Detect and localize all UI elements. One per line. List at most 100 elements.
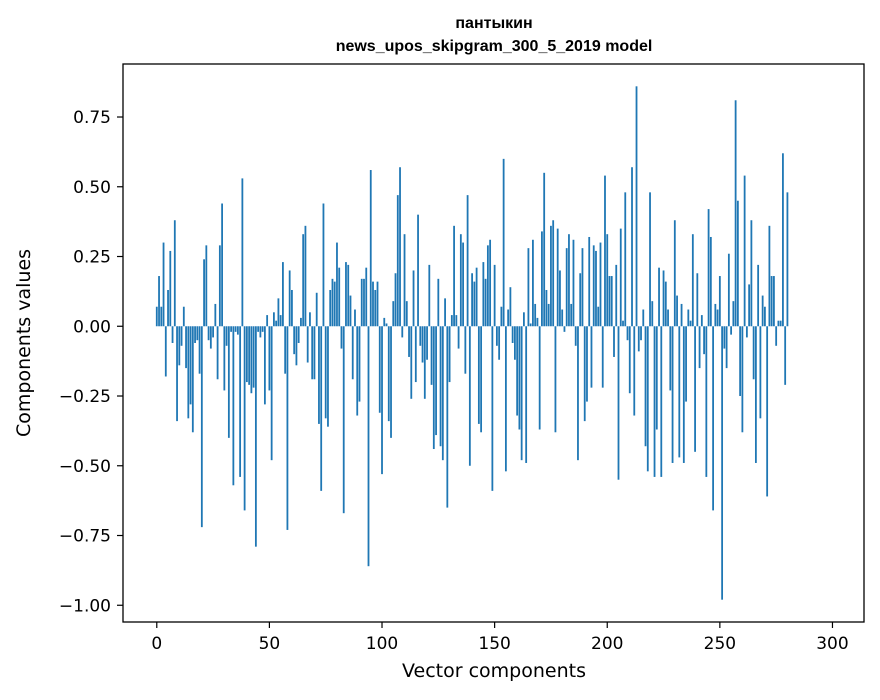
bar [376, 281, 379, 327]
bar [707, 209, 710, 327]
bar [714, 303, 717, 327]
bar [155, 306, 158, 327]
bar [680, 303, 683, 327]
bar [464, 326, 467, 374]
bar [541, 231, 543, 327]
bar [689, 320, 692, 327]
bar [225, 326, 228, 346]
bar [532, 239, 534, 327]
bar [477, 326, 480, 424]
bar [766, 326, 769, 497]
bar [743, 175, 746, 327]
bar [293, 326, 296, 355]
bar [173, 220, 176, 327]
bar [248, 326, 251, 385]
bar [369, 170, 372, 327]
bar [475, 267, 478, 327]
bar [419, 326, 422, 346]
bar [169, 250, 172, 327]
bar [782, 153, 784, 327]
bar [306, 326, 309, 363]
bar [590, 326, 593, 388]
bar [471, 273, 473, 327]
bar [739, 326, 742, 397]
bar [302, 234, 305, 327]
bar [203, 259, 205, 327]
bar [504, 326, 507, 472]
bar [622, 320, 624, 327]
bar [662, 270, 665, 327]
bar [414, 326, 417, 383]
bar [333, 281, 336, 327]
bar [383, 317, 386, 327]
bar [572, 239, 575, 327]
bar [273, 312, 275, 327]
bar [270, 326, 273, 461]
bar [773, 276, 775, 327]
bar [329, 289, 332, 327]
bar [721, 326, 724, 600]
bar [550, 225, 552, 327]
bar [579, 273, 582, 327]
bar [320, 326, 323, 491]
bar [232, 326, 235, 486]
bar [653, 326, 656, 477]
bar [459, 234, 462, 327]
bar [543, 172, 546, 327]
bar [311, 326, 314, 380]
bar [331, 278, 334, 327]
bar [502, 158, 505, 327]
bar [764, 306, 766, 327]
bar [286, 326, 289, 530]
bar [428, 264, 431, 327]
bar [374, 289, 377, 327]
bar [275, 320, 278, 327]
bar [489, 239, 492, 327]
bar [565, 248, 568, 327]
bar [257, 326, 260, 332]
bar [493, 264, 496, 327]
bar [453, 225, 455, 327]
bar [450, 315, 453, 327]
bar [412, 270, 415, 327]
bar [176, 326, 178, 422]
bar [324, 326, 327, 419]
bar [610, 276, 613, 327]
bar [552, 220, 555, 327]
bar [725, 326, 728, 369]
bar [741, 326, 744, 433]
bar [216, 326, 219, 380]
bar [448, 326, 451, 383]
bar [748, 284, 751, 327]
bar [595, 250, 597, 327]
bar [667, 309, 669, 327]
bar [336, 242, 338, 327]
bar [678, 326, 681, 458]
bar [182, 306, 185, 327]
bar [745, 326, 748, 338]
bar [214, 303, 217, 327]
bar [511, 326, 514, 343]
bar [673, 220, 676, 327]
bar [218, 245, 221, 327]
bar [482, 262, 485, 327]
bar [158, 276, 160, 327]
bar [637, 326, 640, 352]
bar [279, 315, 282, 327]
bar [185, 326, 187, 369]
y-axis-ticks: 0.75 0.50 0.25 0.00 −0.25 −0.50 −0.75 −1.00 [59, 108, 123, 616]
bar [444, 298, 446, 327]
bar [180, 326, 183, 346]
bar [500, 306, 503, 327]
x-tick-label: 200 [591, 634, 623, 654]
bar [466, 195, 469, 327]
bar [754, 326, 757, 463]
bar [676, 295, 678, 327]
bar [295, 326, 298, 366]
bar [358, 326, 361, 402]
bar [608, 276, 611, 327]
bar [559, 270, 561, 327]
bar [435, 326, 437, 436]
y-tick-label: −1.00 [59, 596, 111, 616]
